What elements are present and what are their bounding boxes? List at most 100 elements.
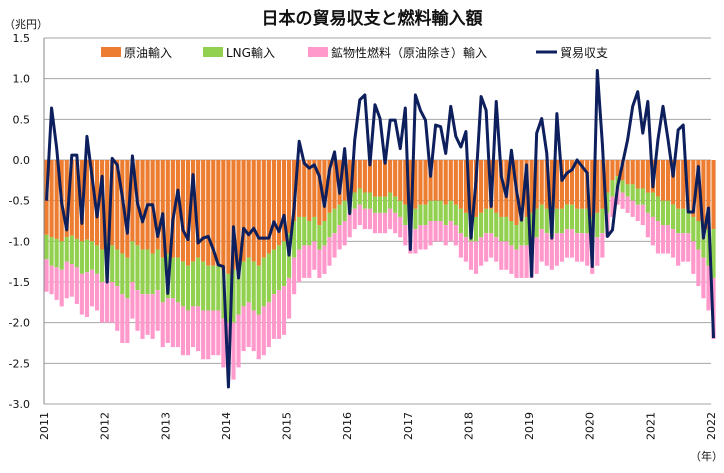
bar-other [282,286,286,335]
bar-other [600,233,604,257]
bar-lng [464,213,468,237]
bar-lng [413,209,417,229]
bar-other [343,221,347,245]
bar-other [636,205,640,221]
bar-lng [44,235,48,259]
bar-other [236,315,240,368]
bar-lng [176,258,180,303]
bar-crude [287,160,291,233]
bar-lng [353,193,357,209]
bar-lng [418,205,422,225]
bar-lng [434,201,438,221]
bar-lng [388,193,392,209]
bar-crude [636,160,640,188]
bar-lng [499,217,503,241]
bar-other [80,274,84,315]
bar-other [428,221,432,245]
bar-other [100,282,104,323]
bar-lng [696,221,700,249]
bar-other [540,229,544,262]
bar-other [535,237,539,274]
bar-lng [272,249,276,294]
bar-crude [631,160,635,184]
bar-crude [641,160,645,188]
bar-other [469,241,473,269]
bar-lng [610,180,614,196]
bar-other [641,205,645,225]
x-tick-label: 2020 [584,412,597,440]
bar-lng [257,266,261,315]
bar-other [580,233,584,261]
bar-lng [125,258,129,299]
bar-other [631,201,635,217]
bar-other [247,302,251,347]
bar-other [388,209,392,229]
y-tick-label: -1.5 [9,276,30,289]
bar-lng [282,241,286,286]
legend-label-crude: 原油輸入 [124,45,172,60]
bar-other [277,290,281,339]
bar-other [151,294,155,339]
bar-other [85,272,89,317]
bar-lng [181,262,185,307]
x-tick-label: 2013 [159,412,172,440]
bar-lng [262,258,266,307]
bar-other [166,298,170,343]
bar-other [621,193,625,209]
bar-lng [100,249,104,282]
bar-lng [570,205,574,229]
bar-lng [247,258,251,303]
bar-other [135,290,139,331]
bar-other [626,197,630,213]
bar-other [201,310,205,359]
bar-lng [332,209,336,233]
bar-other [75,267,79,304]
bar-crude [302,160,306,217]
bar-other [681,233,685,261]
y-tick-label: -2.5 [9,357,30,370]
bar-crude [434,160,438,201]
bar-other [479,237,483,265]
bar-lng [267,254,271,303]
bar-lng [666,201,670,225]
bar-lng [449,201,453,221]
bar-crude [484,160,488,209]
bar-other [575,233,579,261]
bar-lng [575,209,579,233]
bar-crude [247,160,251,258]
bar-lng [60,241,64,269]
bar-other [55,267,59,300]
bar-lng [565,205,569,229]
bar-lng [322,221,326,245]
bar-other [418,225,422,249]
bar-lng [489,209,493,233]
bar-other [499,241,503,269]
bar-other [368,209,372,229]
bar-other [489,233,493,257]
bar-lng [343,201,347,221]
bar-lng [151,254,155,295]
bar-other [242,306,246,351]
bar-lng [80,241,84,274]
bar-crude [383,160,387,197]
bar-crude [711,160,715,229]
bar-other [676,233,680,266]
bar-crude [363,160,367,193]
bar-other [363,209,367,229]
bar-lng [363,193,367,209]
bar-lng [661,201,665,225]
bar-crude [444,160,448,205]
bar-lng [206,266,210,311]
bar-lng [621,180,625,192]
bar-lng [595,213,599,237]
bar-other [459,233,463,257]
x-axis-unit-label: （年） [690,449,723,463]
bar-other [60,270,64,307]
bar-lng [90,241,94,269]
bar-other [353,209,357,229]
bar-other [70,264,74,297]
y-tick-label: 1.5 [13,32,31,45]
chart-title: 日本の貿易収支と燃料輸入額 [262,8,483,29]
y-axis-unit-label: （兆円） [4,18,48,31]
